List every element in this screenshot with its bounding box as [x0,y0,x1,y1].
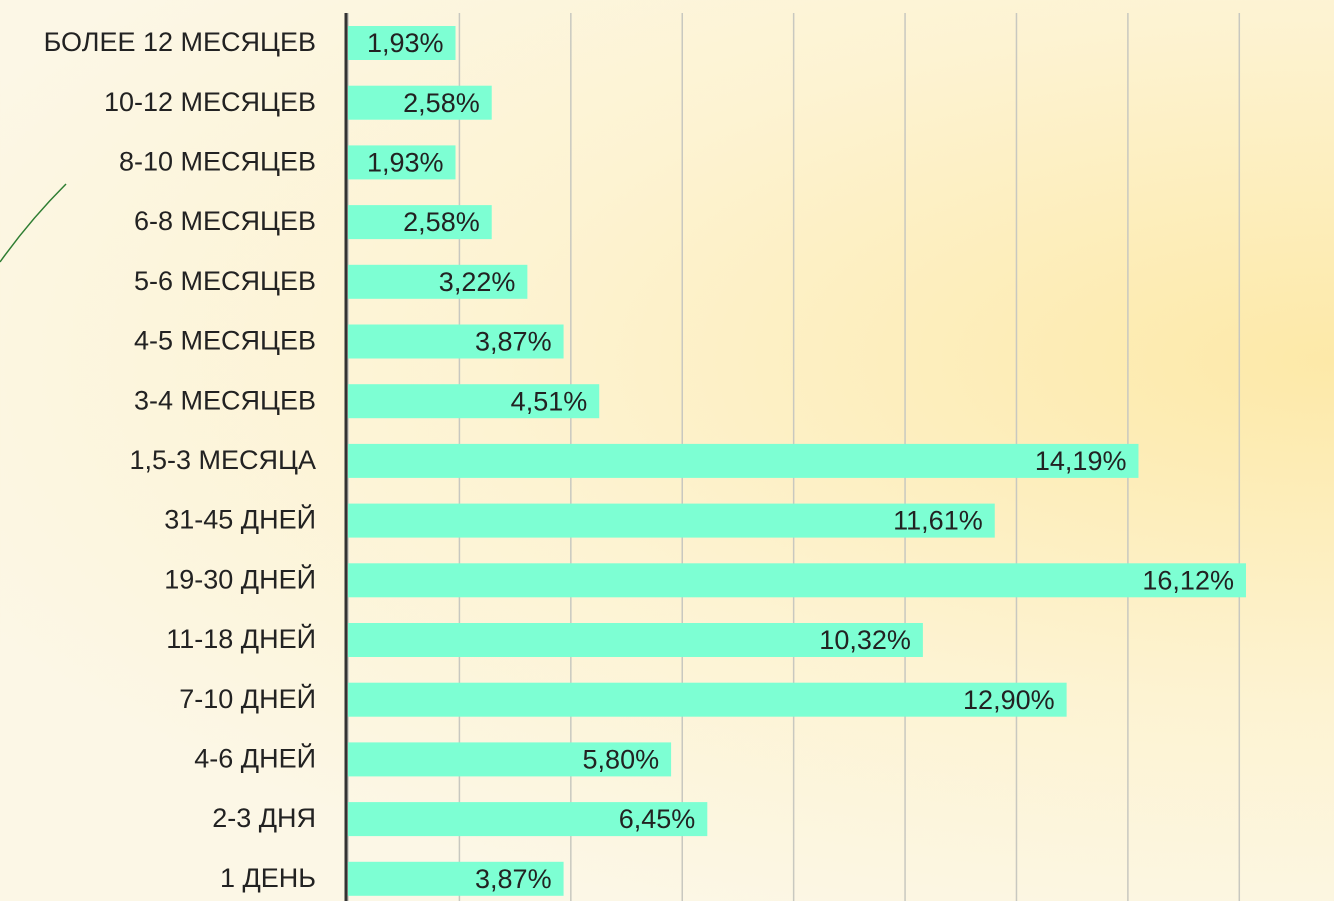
value-label: 4,51% [511,386,588,416]
y-tick-label: 1,5-3 МЕСЯЦА [129,445,316,475]
bar [348,802,708,837]
bar [348,742,672,777]
y-tick-label: 10-12 МЕСЯЦЕВ [104,87,316,117]
bar [348,682,1067,717]
bar [348,503,995,538]
bar [348,443,1139,478]
value-label: 3,87% [475,864,552,894]
value-label: 14,19% [1035,446,1127,476]
y-tick-label: БОЛЕЕ 12 МЕСЯЦЕВ [44,27,316,57]
value-label: 1,93% [367,28,444,58]
y-tick-label: 8-10 МЕСЯЦЕВ [119,147,316,177]
decoration [0,183,67,263]
bar [348,384,600,419]
y-tick-label: 4-6 ДНЕЙ [194,743,316,774]
bar [348,145,456,180]
bar [348,324,564,359]
value-label: 6,45% [619,804,696,834]
value-label: 3,22% [439,267,516,297]
y-tick-label: 3-4 МЕСЯЦЕВ [134,385,316,415]
bar [348,264,528,299]
y-tick-label: 11-18 ДНЕЙ [166,623,316,654]
value-label: 2,58% [403,88,480,118]
y-tick-label: 4-5 МЕСЯЦЕВ [134,326,316,356]
bar [348,205,492,240]
value-label: 12,90% [963,685,1055,715]
value-label: 1,93% [367,148,444,178]
y-tick-label: 7-10 ДНЕЙ [179,683,316,714]
bar [348,26,456,60]
value-label: 11,61% [893,506,983,536]
value-label: 5,80% [583,745,660,775]
value-label: 10,32% [819,625,911,655]
value-label: 3,87% [475,327,552,357]
y-tick-label: 1 ДЕНЬ [220,863,316,893]
bar [348,623,923,657]
value-label: 16,12% [1142,565,1234,595]
y-tick-label: 2-3 ДНЯ [212,803,316,833]
y-tick-label: 19-30 ДНЕЙ [164,563,316,594]
bar [348,563,1246,598]
y-tick-label: 31-45 ДНЕЙ [164,504,316,535]
bar [348,861,564,896]
bar [348,85,492,120]
value-label: 2,58% [403,207,480,237]
y-tick-label: 5-6 МЕСЯЦЕВ [134,266,316,296]
y-tick-label: 6-8 МЕСЯЦЕВ [134,206,316,236]
